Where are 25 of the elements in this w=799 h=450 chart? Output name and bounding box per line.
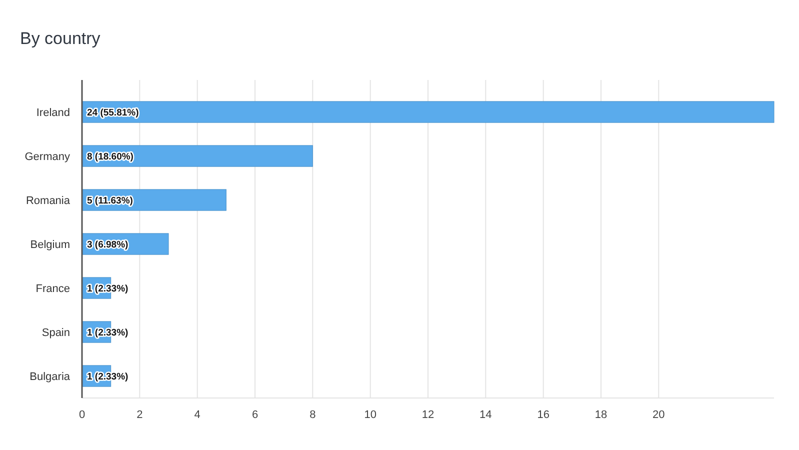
y-tick-label: Spain	[42, 326, 70, 339]
data-label: 5 (11.63%)	[87, 195, 133, 206]
x-tick-label: 2	[136, 409, 143, 421]
x-tick-label: 0	[78, 409, 86, 421]
x-tick-label: 20	[652, 409, 665, 421]
x-tick-label: 14	[480, 409, 492, 421]
x-tick-label: 6	[252, 409, 258, 421]
y-tick-label: Bulgaria	[30, 370, 71, 383]
y-tick-label: Ireland	[36, 106, 70, 119]
chart-title: By country	[20, 29, 101, 48]
y-tick-label: Germany	[24, 150, 70, 163]
y-tick-label: Romania	[26, 194, 71, 207]
y-tick-label: Belgium	[30, 238, 70, 251]
x-tick-label: 4	[194, 409, 200, 421]
x-tick-label: 18	[594, 409, 608, 421]
x-tick-label: 8	[310, 409, 316, 421]
data-label: 24 (55.81%)	[87, 107, 139, 118]
bar	[82, 145, 313, 167]
x-tick-label: 12	[422, 409, 434, 421]
x-tick-label: 10	[364, 409, 376, 421]
y-tick-label: France	[36, 282, 70, 295]
data-label: 3 (6.98%)	[87, 239, 128, 250]
data-label: 8 (18.60%)	[87, 151, 134, 162]
bar	[82, 101, 774, 123]
x-tick-label: 16	[537, 409, 550, 421]
